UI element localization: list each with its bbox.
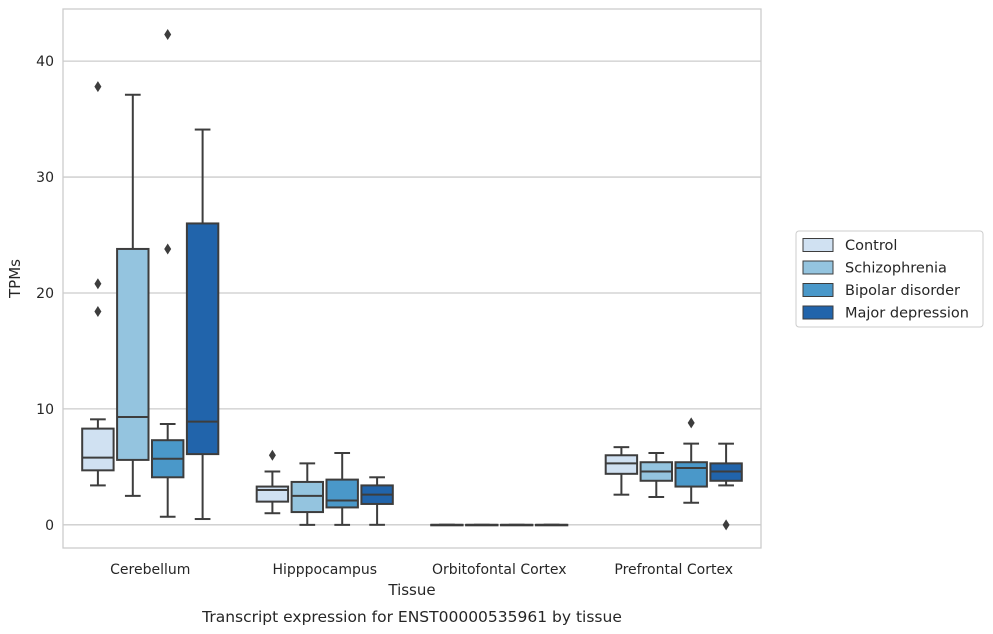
box-body bbox=[255, 485, 290, 503]
box-body bbox=[116, 247, 150, 461]
gridlines bbox=[63, 60, 761, 526]
box-3-3 bbox=[499, 523, 534, 527]
plot-frame bbox=[62, 8, 762, 549]
box-2-3 bbox=[465, 523, 499, 527]
legend-swatch bbox=[802, 260, 834, 275]
y-tick-label: 10 bbox=[36, 402, 54, 418]
box-3-2 bbox=[325, 451, 359, 526]
box-body bbox=[290, 480, 325, 514]
plot-area bbox=[81, 29, 743, 531]
outlier-point bbox=[94, 306, 102, 318]
x-axis-ticks: Cerebellum Hipppocampus Orbitofontal Corte… bbox=[110, 562, 733, 578]
outlier-point bbox=[164, 243, 172, 255]
box-3-4 bbox=[674, 417, 708, 504]
box-1-2 bbox=[255, 449, 290, 515]
box-2-4 bbox=[639, 451, 674, 498]
outlier-point bbox=[268, 449, 276, 461]
outlier-point bbox=[687, 417, 695, 429]
legend-label: Bipolar disorder bbox=[845, 283, 960, 299]
outlier-point bbox=[94, 81, 102, 93]
box-3-1 bbox=[150, 29, 185, 518]
legend-label: Major depression bbox=[845, 306, 969, 322]
box-2-1 bbox=[116, 93, 150, 497]
legend: Control Schizophrenia Bipolar disorder Majo… bbox=[795, 230, 984, 328]
box-body bbox=[604, 454, 639, 475]
outlier-point bbox=[164, 29, 172, 41]
outlier-point bbox=[722, 519, 730, 531]
x-axis-title: Tissue bbox=[387, 581, 435, 599]
box-2-2 bbox=[290, 462, 325, 526]
box-body bbox=[325, 478, 359, 509]
chart-caption: Transcript expression for ENST0000053596… bbox=[201, 608, 622, 626]
box-4-3 bbox=[534, 523, 569, 527]
y-axis-ticks: 0 10 20 30 40 bbox=[36, 54, 54, 534]
y-tick-label: 40 bbox=[36, 54, 54, 70]
y-axis-title: TPMs bbox=[6, 259, 24, 299]
y-tick-label: 0 bbox=[45, 518, 54, 534]
x-tick-label: Cerebellum bbox=[110, 562, 190, 578]
box-1-4 bbox=[604, 446, 639, 496]
y-tick-label: 30 bbox=[36, 170, 54, 186]
box-body bbox=[81, 427, 115, 472]
box-4-1 bbox=[185, 128, 220, 521]
box-1-1 bbox=[81, 81, 115, 487]
box-body bbox=[185, 222, 220, 456]
legend-label: Control bbox=[845, 238, 897, 254]
legend-frame bbox=[795, 230, 984, 328]
legend-swatch bbox=[802, 238, 834, 252]
x-tick-label: Orbitofontal Cortex bbox=[432, 562, 567, 578]
legend-swatch bbox=[802, 305, 834, 320]
y-tick-label: 20 bbox=[36, 286, 54, 302]
x-tick-label: Prefrontal Cortex bbox=[614, 562, 733, 578]
legend-swatch bbox=[802, 283, 834, 297]
outlier-point bbox=[94, 278, 102, 290]
box-body bbox=[674, 461, 708, 488]
box-4-4 bbox=[709, 442, 743, 531]
legend-label: Schizophrenia bbox=[845, 261, 947, 277]
box-1-3 bbox=[430, 523, 464, 527]
x-tick-label: Hipppocampus bbox=[272, 562, 377, 578]
box-4-2 bbox=[360, 476, 394, 526]
